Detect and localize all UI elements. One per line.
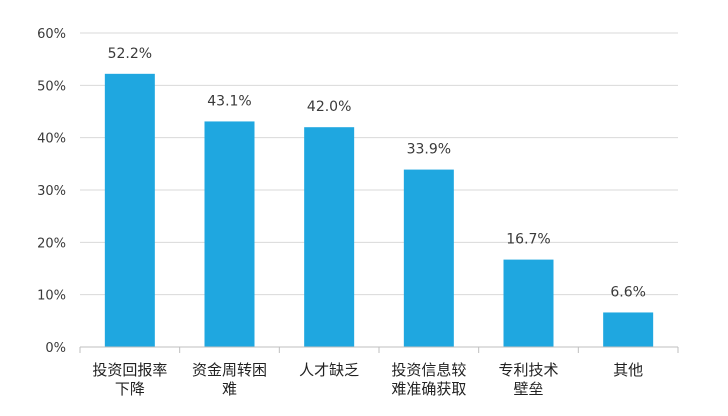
category-label: 难准确获取: [391, 380, 466, 398]
y-tick-label: 60%: [37, 27, 66, 42]
y-tick-label: 40%: [37, 132, 66, 147]
category-label: 下降: [115, 380, 145, 398]
category-label: 难: [222, 380, 237, 398]
y-tick-label: 20%: [37, 236, 66, 251]
bar: [204, 121, 255, 348]
data-label: 16.7%: [506, 232, 550, 248]
bar: [104, 73, 155, 347]
data-label: 43.1%: [207, 93, 251, 109]
data-label: 33.9%: [407, 142, 451, 158]
data-label: 52.2%: [108, 46, 152, 62]
y-tick-label: 0%: [45, 341, 66, 356]
bars: [104, 73, 654, 348]
category-label: 资金周转困: [192, 361, 267, 379]
category-label: 壁垒: [513, 380, 543, 398]
y-axis-ticks: 0% 10% 20% 30% 40% 50% 60%: [37, 27, 66, 356]
data-label: 6.6%: [610, 284, 646, 300]
x-axis: [79, 346, 679, 353]
data-labels: 52.2% 43.1% 42.0% 33.9% 16.7% 6.6%: [108, 46, 646, 301]
category-label: 人才缺乏: [299, 361, 359, 379]
y-tick-label: 50%: [37, 79, 66, 94]
category-label: 投资回报率: [92, 361, 167, 379]
bar: [403, 169, 454, 347]
gridlines: [80, 32, 678, 296]
y-tick-label: 30%: [37, 184, 66, 199]
category-label: 其他: [613, 361, 643, 379]
data-label: 42.0%: [307, 99, 351, 115]
bar: [603, 312, 654, 347]
bar: [503, 259, 554, 347]
category-label: 专利技术: [498, 361, 558, 379]
y-tick-label: 10%: [37, 289, 66, 304]
bar: [304, 127, 355, 347]
category-label: 投资信息较: [391, 361, 466, 379]
